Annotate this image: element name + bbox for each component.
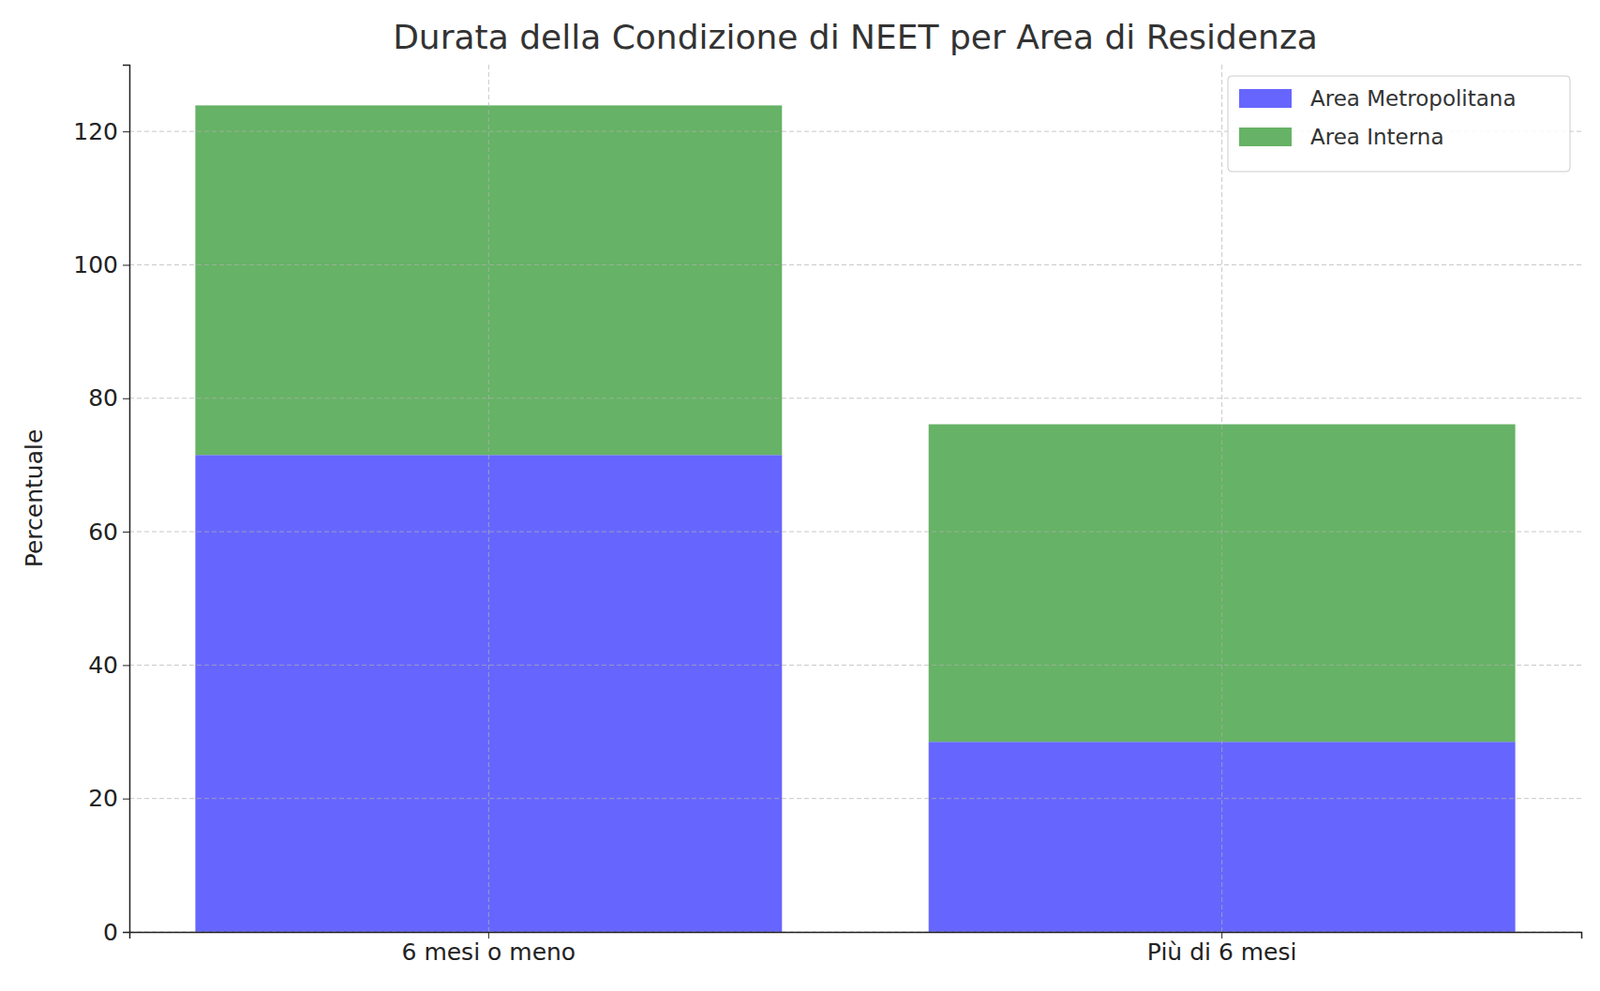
bars xyxy=(194,104,1515,932)
y-tick: 60 xyxy=(88,518,130,546)
y-tick-label: 120 xyxy=(73,118,119,146)
legend-label: Area Interna xyxy=(1310,124,1445,150)
y-tick-label: 40 xyxy=(88,651,119,679)
x-tick-label: 6 mesi o meno xyxy=(402,938,577,966)
legend-frame xyxy=(1227,75,1571,172)
x-tick: Più di 6 mesi xyxy=(1147,931,1298,966)
y-tick: 80 xyxy=(88,384,130,412)
y-axis-title: Percentuale xyxy=(20,429,48,569)
y-tick: 20 xyxy=(88,784,130,812)
y-tick: 120 xyxy=(73,118,130,146)
legend-label: Area Metropolitana xyxy=(1310,86,1517,111)
chart: 0 20 40 60 80 100 120 6 mesi o meno Più di 6 mes… xyxy=(0,0,1600,991)
y-tick: 0 xyxy=(103,918,130,946)
y-tick-mark xyxy=(122,931,130,933)
legend-swatch xyxy=(1239,89,1292,108)
y-grid-line xyxy=(129,531,1582,533)
x-tick: 6 mesi o meno xyxy=(402,931,577,966)
y-grid-line xyxy=(129,664,1582,666)
y-tick-mark xyxy=(122,264,130,266)
grid xyxy=(129,64,1582,932)
y-grid-line xyxy=(129,264,1582,266)
y-tick: 40 xyxy=(88,651,130,679)
y-tick-mark xyxy=(122,398,130,400)
x-tick-label: Più di 6 mesi xyxy=(1147,938,1298,966)
y-tick-mark xyxy=(122,131,130,133)
y-tick-label: 60 xyxy=(88,518,119,546)
y-grid-line xyxy=(129,397,1582,399)
x-axis: 6 mesi o meno Più di 6 mesi xyxy=(130,931,1583,966)
x-grid-line xyxy=(1221,64,1223,932)
plot: 0 20 40 60 80 100 120 6 mesi o meno Più di 6 mes… xyxy=(73,64,1582,966)
y-tick-label: 20 xyxy=(88,784,119,812)
legend-swatch xyxy=(1239,127,1292,147)
title: Durata della Condizione di NEET per Area… xyxy=(392,17,1318,57)
y-tick-label: 100 xyxy=(73,251,119,279)
y-axis-line xyxy=(122,65,131,933)
x-axis-line xyxy=(130,932,1583,940)
y-tick-mark xyxy=(122,664,130,666)
legend: Area Metropolitana Area Interna xyxy=(1227,75,1571,172)
y-axis: 0 20 40 60 80 100 120 xyxy=(73,65,130,946)
x-grid-line xyxy=(488,64,490,932)
y-tick-label: 0 xyxy=(103,918,119,946)
y-tick: 100 xyxy=(73,251,130,279)
y-tick-label: 80 xyxy=(88,384,119,412)
y-tick-mark xyxy=(122,798,130,800)
y-tick-mark xyxy=(122,531,130,533)
y-grid-line xyxy=(129,797,1582,799)
